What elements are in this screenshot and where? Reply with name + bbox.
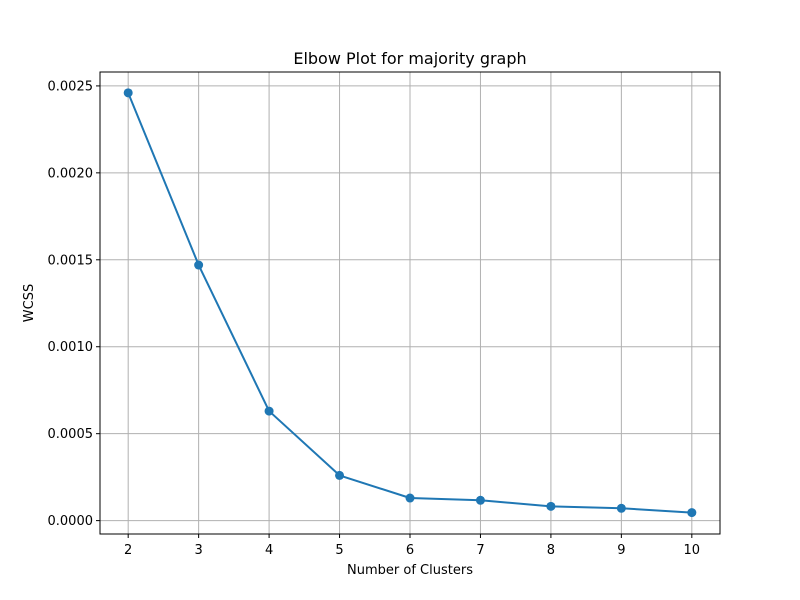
x-tick-label: 9	[617, 543, 625, 558]
data-point	[335, 470, 345, 480]
series-layer	[123, 88, 697, 518]
y-axis-ticks: 0.0000 0.0005 0.0010 0.0015 0.0020 0.0025	[48, 79, 100, 529]
x-axis-label: Number of Clusters	[347, 563, 473, 578]
y-tick-label: 0.0010	[48, 340, 94, 355]
data-point	[123, 88, 133, 98]
grid	[100, 72, 720, 534]
data-point	[687, 508, 697, 518]
data-point	[546, 501, 556, 511]
x-tick-label: 7	[476, 543, 484, 558]
x-tick-label: 2	[124, 543, 132, 558]
y-tick-label: 0.0005	[48, 427, 94, 442]
data-point	[616, 503, 626, 513]
x-tick-label: 4	[265, 543, 273, 558]
x-tick-label: 10	[684, 543, 701, 558]
x-tick-label: 6	[406, 543, 414, 558]
y-tick-label: 0.0020	[48, 166, 94, 181]
data-point	[194, 260, 204, 270]
data-point	[475, 495, 485, 505]
data-point	[405, 493, 415, 503]
y-tick-label: 0.0025	[48, 79, 94, 94]
y-tick-label: 0.0000	[48, 514, 94, 529]
y-axis-label: WCSS	[22, 284, 37, 322]
data-point	[264, 406, 274, 416]
chart-title: Elbow Plot for majority graph	[293, 49, 526, 68]
y-tick-label: 0.0015	[48, 253, 94, 268]
x-tick-label: 8	[547, 543, 555, 558]
x-axis-ticks: 2 3 4 5 6 7 8 9 10	[124, 534, 700, 558]
x-tick-label: 3	[194, 543, 202, 558]
x-tick-label: 5	[335, 543, 343, 558]
